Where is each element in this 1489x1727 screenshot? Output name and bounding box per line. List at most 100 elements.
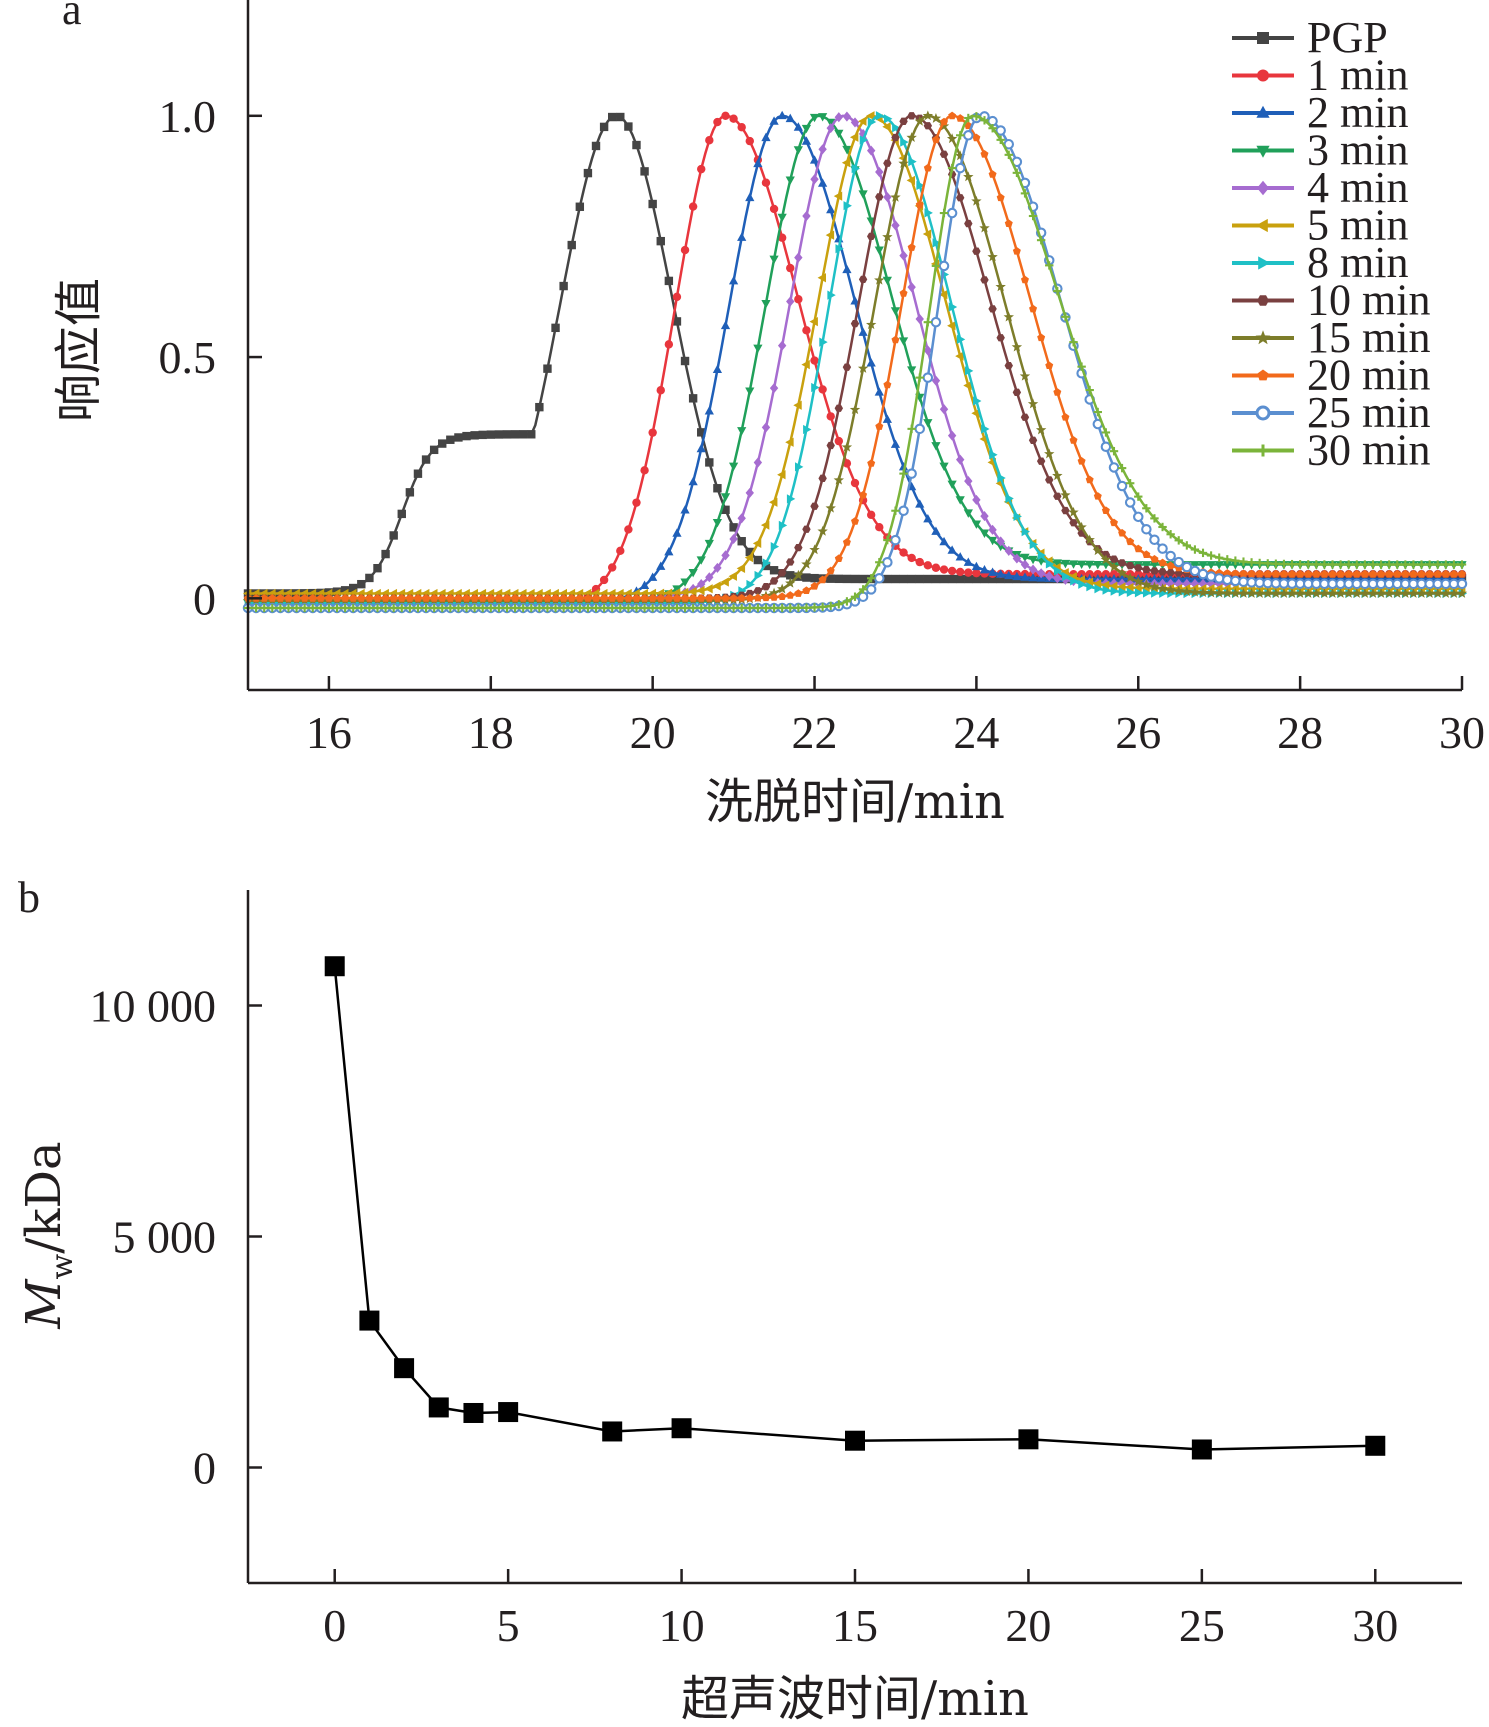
series-point-8-min bbox=[1013, 511, 1022, 521]
series-point-30-min bbox=[1109, 446, 1119, 456]
legend-marker bbox=[1257, 180, 1269, 196]
series-point-pgp bbox=[745, 547, 754, 557]
series-point-pgp bbox=[996, 574, 1005, 584]
series-point-20-min bbox=[1360, 569, 1369, 578]
x-axis-title-b: 超声波时间/min bbox=[681, 1671, 1029, 1727]
series-point-pgp bbox=[446, 435, 455, 444]
series-point-10-min bbox=[1134, 564, 1143, 572]
series-point-30-min bbox=[891, 506, 900, 515]
series-point-15-min bbox=[1044, 448, 1055, 459]
series-point-30-min bbox=[964, 113, 973, 123]
series-point-20-min bbox=[567, 594, 576, 602]
series-point-15-min bbox=[865, 319, 877, 330]
y-axis-title-b-rest: /kDa bbox=[16, 1141, 72, 1253]
series-point-5-min bbox=[1092, 579, 1102, 589]
series-point-10-min bbox=[899, 117, 908, 125]
series-point-4-min bbox=[777, 340, 787, 351]
series-point-15-min bbox=[1230, 587, 1241, 598]
series-point-25-min bbox=[906, 468, 917, 479]
data-point-mw bbox=[602, 1421, 623, 1442]
series-point-20-min bbox=[1150, 554, 1159, 563]
series-point-20-min bbox=[551, 594, 560, 602]
series-point-30-min bbox=[1125, 479, 1135, 488]
series-point-20-min bbox=[1304, 569, 1313, 578]
series-point-30-min bbox=[956, 131, 965, 140]
series-point-pgp bbox=[858, 574, 868, 584]
series-point-30-min bbox=[389, 603, 398, 613]
series-point-pgp bbox=[680, 356, 690, 366]
series-point-1-min bbox=[931, 563, 941, 572]
series-point-pgp bbox=[648, 199, 657, 209]
series-point-3-min bbox=[858, 190, 868, 199]
series-point-5-min bbox=[704, 584, 713, 594]
series-point-20-min bbox=[527, 594, 536, 602]
series-point-15-min bbox=[1133, 576, 1144, 587]
series-point-30-min bbox=[1182, 541, 1192, 550]
series-point-20-min bbox=[543, 594, 552, 602]
series-point-3-min bbox=[1230, 561, 1241, 570]
series-point-20-min bbox=[486, 594, 495, 602]
series-point-30-min bbox=[972, 112, 981, 121]
series-point-5-min bbox=[1076, 575, 1085, 585]
series-point-pgp bbox=[786, 571, 795, 580]
series-point-15-min bbox=[801, 558, 812, 569]
series-point-20-min bbox=[1012, 246, 1021, 255]
series-point-20-min bbox=[357, 594, 366, 602]
series-point-3-min bbox=[842, 145, 852, 155]
series-point-4-min bbox=[964, 476, 973, 487]
series-point-pgp bbox=[373, 563, 382, 573]
series-point-2-min bbox=[898, 461, 909, 471]
series-point-10-min bbox=[972, 247, 981, 255]
y-tick-label-a: 1.0 bbox=[159, 91, 217, 142]
series-point-4-min bbox=[842, 111, 852, 122]
legend-item-25-min: 25 min bbox=[1232, 388, 1430, 437]
series-point-4-min bbox=[947, 430, 957, 441]
series-point-10-min bbox=[923, 122, 933, 130]
series-point-20-min bbox=[1417, 569, 1426, 578]
series-point-3-min bbox=[785, 176, 795, 185]
series-point-15-min bbox=[793, 569, 804, 580]
series-point-15-min bbox=[1392, 588, 1403, 598]
series-point-15-min bbox=[1456, 588, 1468, 598]
series-point-1-min bbox=[899, 548, 908, 557]
series-point-5-min bbox=[1125, 582, 1134, 593]
series-point-10-min bbox=[996, 334, 1005, 342]
series-point-pgp bbox=[494, 430, 504, 439]
series-point-20-min bbox=[470, 594, 479, 602]
series-point-4-min bbox=[866, 145, 876, 156]
x-tick-label-a: 28 bbox=[1277, 707, 1323, 758]
series-point-20-min bbox=[1320, 569, 1329, 578]
legend-item-3-min: 3 min bbox=[1232, 126, 1408, 175]
series-point-30-min bbox=[1263, 559, 1272, 568]
series-point-pgp bbox=[721, 505, 730, 515]
series-point-5-min bbox=[1133, 583, 1142, 593]
legend-label: 1 min bbox=[1307, 51, 1408, 100]
series-point-5-min bbox=[955, 351, 964, 361]
series-point-8-min bbox=[819, 337, 828, 347]
series-point-8-min bbox=[803, 424, 812, 435]
series-point-8-min bbox=[1021, 527, 1030, 537]
series-point-5-min bbox=[849, 132, 859, 142]
series-point-2-min bbox=[858, 327, 868, 336]
series-point-20-min bbox=[842, 538, 851, 546]
series-point-30-min bbox=[413, 603, 423, 613]
series-point-15-min bbox=[841, 441, 853, 452]
series-point-20-min bbox=[1053, 388, 1062, 396]
series-point-30-min bbox=[575, 603, 585, 613]
series-point-1-min bbox=[769, 204, 779, 214]
series-point-3-min bbox=[712, 518, 723, 528]
series-point-15-min bbox=[1003, 311, 1014, 322]
series-point-3-min bbox=[753, 344, 763, 353]
series-point-4-min bbox=[883, 192, 892, 203]
series-point-3-min bbox=[1206, 561, 1216, 570]
series-point-20-min bbox=[1069, 436, 1078, 444]
chart-panel-a: a 16 18 20 22 24 26 28 30 00.51.0 洗脱时间/min 响应值 … bbox=[51, 0, 1485, 830]
series-point-10-min bbox=[826, 441, 835, 450]
series-point-20-min bbox=[316, 594, 325, 602]
series-point-20-min bbox=[1401, 569, 1410, 578]
series-point-10-min bbox=[988, 305, 997, 313]
series-point-pgp bbox=[656, 236, 665, 246]
series-point-3-min bbox=[801, 124, 812, 134]
y-axis-title-b-main: M bbox=[16, 1278, 72, 1330]
legend-item-8-min: 8 min bbox=[1232, 238, 1408, 287]
